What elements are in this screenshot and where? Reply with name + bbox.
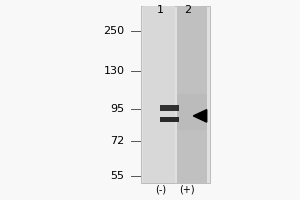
- Text: 1: 1: [157, 5, 164, 15]
- Text: 72: 72: [110, 136, 124, 146]
- Text: 130: 130: [103, 66, 124, 76]
- Bar: [160, 117, 179, 122]
- Polygon shape: [193, 110, 207, 122]
- Bar: [177, 6, 207, 183]
- Bar: [141, 6, 210, 183]
- Bar: [160, 105, 179, 111]
- Text: 95: 95: [110, 104, 124, 114]
- Bar: [142, 6, 176, 183]
- Text: 55: 55: [111, 171, 124, 181]
- Text: (+): (+): [179, 184, 195, 194]
- Text: 250: 250: [103, 26, 124, 36]
- Bar: [177, 94, 207, 130]
- Text: 2: 2: [184, 5, 191, 15]
- Text: (-): (-): [155, 184, 166, 194]
